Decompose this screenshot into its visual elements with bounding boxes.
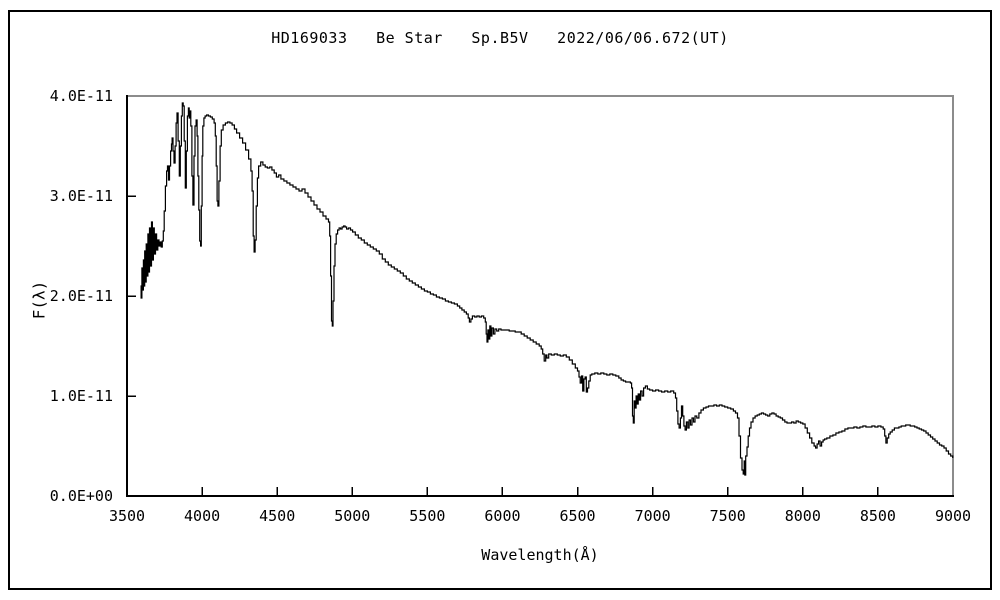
y-tick-label: 1.0E-11 xyxy=(49,387,113,405)
x-axis-label: Wavelength(Å) xyxy=(481,546,599,564)
y-tick-label: 3.0E-11 xyxy=(49,187,113,205)
chart-outer-border xyxy=(8,10,992,590)
x-tick-label: 8000 xyxy=(784,507,821,525)
x-tick-label: 7000 xyxy=(634,507,671,525)
x-tick-label: 7500 xyxy=(709,507,746,525)
x-tick-label: 3500 xyxy=(108,507,146,525)
x-tick-label: 4500 xyxy=(259,507,296,525)
chart-title: HD169033 Be Star Sp.B5V 2022/06/06.672(U… xyxy=(271,29,729,47)
x-tick-label: 5000 xyxy=(334,507,371,525)
y-tick-label: 2.0E-11 xyxy=(49,287,113,305)
y-tick-label: 4.0E-11 xyxy=(49,87,113,105)
x-tick-label: 6500 xyxy=(559,507,596,525)
spectrum-curve xyxy=(140,102,954,476)
y-tick-label: 0.0E+00 xyxy=(49,487,113,505)
x-tick-label: 8500 xyxy=(859,507,896,525)
x-tick-label: 5500 xyxy=(409,507,446,525)
x-tick-label: 6000 xyxy=(484,507,521,525)
x-tick-label: 9000 xyxy=(934,507,972,525)
x-tick-label: 4000 xyxy=(184,507,221,525)
